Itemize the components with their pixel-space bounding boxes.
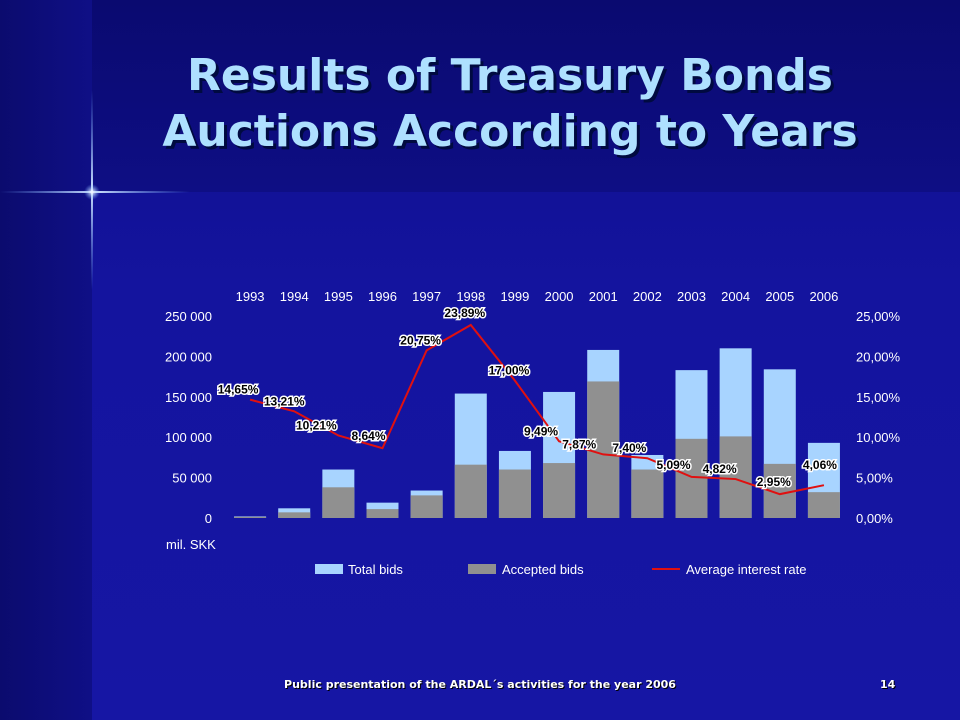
x-category-label: 2002	[633, 289, 662, 304]
x-category-label: 2000	[545, 289, 574, 304]
bar-accepted-bids	[498, 469, 531, 518]
interest-data-label: 8,64%	[351, 429, 385, 443]
interest-data-label: 4,06%	[803, 458, 837, 472]
legend-label-accepted-bids: Accepted bids	[502, 562, 584, 577]
title-band	[0, 0, 960, 192]
bar-accepted-bids	[675, 438, 708, 518]
interest-data-label: 23,89%	[444, 306, 485, 320]
y-right-tick-label: 20,00%	[856, 349, 901, 364]
bar-accepted-bids	[587, 381, 620, 518]
bar-accepted-bids	[234, 516, 267, 518]
interest-data-label: 17,00%	[489, 364, 530, 378]
title-line-2: Auctions According to Years	[162, 106, 858, 157]
x-category-label: 1996	[368, 289, 397, 304]
y-right-tick-label: 25,00%	[856, 309, 901, 324]
legend-swatch-total-bids	[315, 564, 343, 574]
page-number: 14	[880, 678, 896, 691]
x-category-label: 1997	[412, 289, 441, 304]
x-category-label: 1999	[500, 289, 529, 304]
bar-accepted-bids	[366, 509, 399, 518]
interest-data-label: 10,21%	[296, 419, 337, 433]
x-category-label: 1995	[324, 289, 353, 304]
interest-data-label: 7,87%	[562, 437, 596, 451]
interest-data-label: 9,49%	[524, 424, 558, 438]
interest-data-label: 14,65%	[218, 383, 259, 397]
legend-label-total-bids: Total bids	[348, 562, 403, 577]
bar-accepted-bids	[410, 495, 443, 518]
left-band	[0, 0, 92, 720]
y-left-tick-label: 250 000	[165, 309, 212, 324]
y-right-tick-label: 5,00%	[856, 471, 893, 486]
x-category-label: 1994	[280, 289, 309, 304]
y-left-tick-label: 200 000	[165, 349, 212, 364]
bar-accepted-bids	[278, 512, 311, 518]
interest-data-label: 5,09%	[656, 458, 690, 472]
x-category-label: 2001	[589, 289, 618, 304]
title-line-1: Results of Treasury Bonds	[187, 50, 833, 101]
line-average-interest-rate	[249, 323, 825, 496]
x-category-label: 2003	[677, 289, 706, 304]
interest-data-label: 20,75%	[400, 333, 441, 347]
y-left-tick-label: 0	[205, 511, 212, 526]
interest-data-label: 13,21%	[264, 394, 305, 408]
x-category-label: 1993	[236, 289, 265, 304]
page-title: Results of Treasury Bonds Auctions Accor…	[100, 48, 920, 160]
y-right-tick-label: 15,00%	[856, 390, 901, 405]
x-category-label: 2006	[809, 289, 838, 304]
x-category-label: 1998	[456, 289, 485, 304]
x-category-label: 2004	[721, 289, 750, 304]
bar-accepted-bids	[454, 464, 487, 518]
bar-accepted-bids	[322, 487, 355, 518]
interest-data-label: 7,40%	[612, 441, 646, 455]
footer-text: Public presentation of the ARDAL´s activ…	[284, 678, 676, 691]
bar-accepted-bids	[807, 492, 840, 518]
y-left-tick-label: 150 000	[165, 390, 212, 405]
interest-data-label: 4,82%	[703, 462, 737, 476]
bar-accepted-bids	[543, 463, 576, 518]
bar-accepted-bids	[719, 436, 752, 518]
y-left-tick-label: 100 000	[165, 430, 212, 445]
legend-swatch-accepted-bids	[468, 564, 496, 574]
legend-label-interest-rate: Average interest rate	[686, 562, 806, 577]
interest-data-label: 2,95%	[757, 475, 791, 489]
x-category-label: 2005	[765, 289, 794, 304]
y-right-tick-label: 0,00%	[856, 511, 893, 526]
bar-accepted-bids	[631, 469, 664, 518]
y-left-unit-label: mil. SKK	[166, 537, 216, 552]
y-right-tick-label: 10,00%	[856, 430, 901, 445]
y-left-tick-label: 50 000	[172, 471, 212, 486]
